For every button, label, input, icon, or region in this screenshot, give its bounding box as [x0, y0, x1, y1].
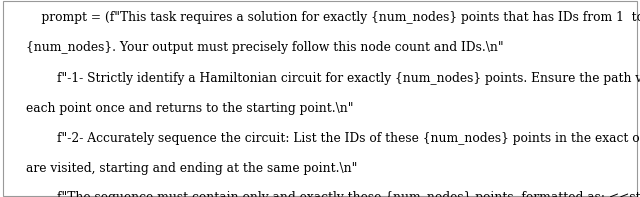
Text: prompt = (f"This task requires a solution for exactly {num_nodes} points that ha: prompt = (f"This task requires a solutio…	[26, 11, 640, 24]
Text: f"-1- Strictly identify a Hamiltonian circuit for exactly {num_nodes} points. En: f"-1- Strictly identify a Hamiltonian ci…	[26, 72, 640, 85]
Text: each point once and returns to the starting point.\n": each point once and returns to the start…	[26, 102, 353, 115]
Text: are visited, starting and ending at the same point.\n": are visited, starting and ending at the …	[26, 162, 357, 175]
Text: {num_nodes}. Your output must precisely follow this node count and IDs.\n": {num_nodes}. Your output must precisely …	[26, 41, 503, 54]
FancyBboxPatch shape	[3, 1, 637, 196]
Text: f"-2- Accurately sequence the circuit: List the IDs of these {num_nodes} points : f"-2- Accurately sequence the circuit: L…	[26, 132, 640, 145]
Text: f"The sequence must contain only and exactly these {num_nodes} points, formatted: f"The sequence must contain only and exa…	[26, 191, 640, 197]
